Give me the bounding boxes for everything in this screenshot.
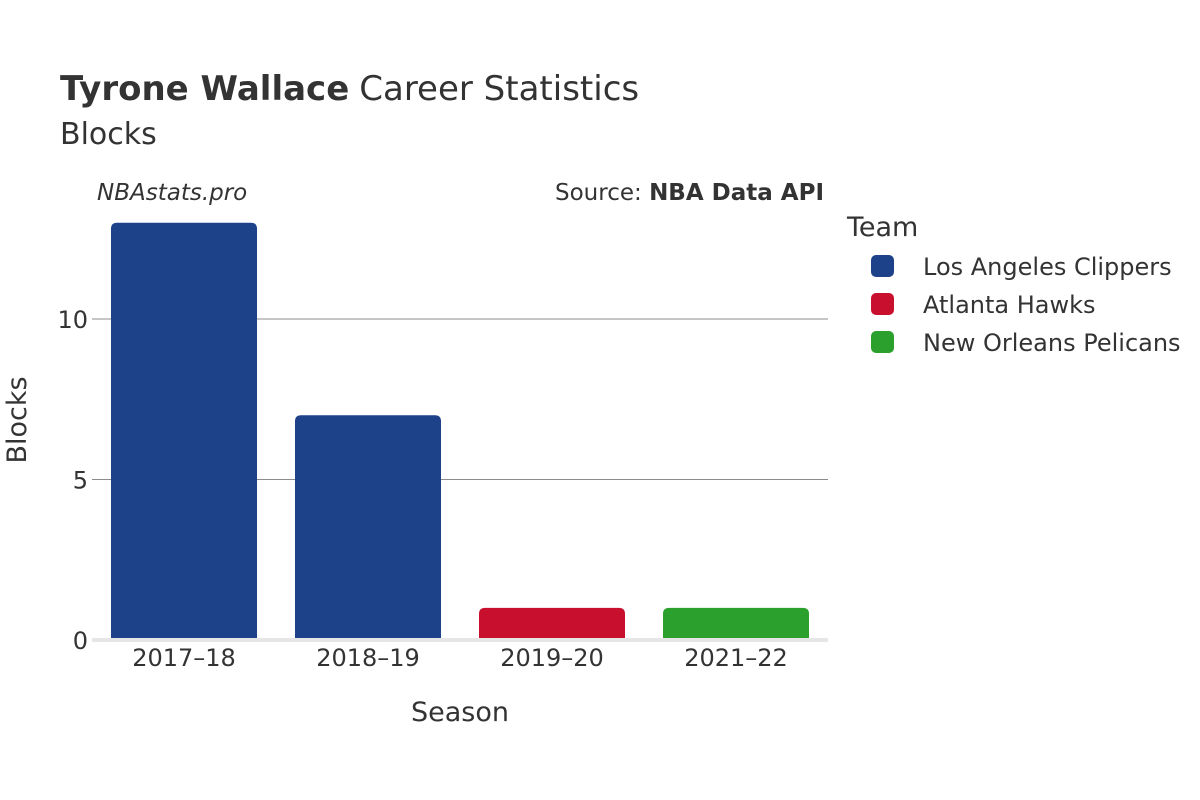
chart-subtitle: Blocks: [60, 117, 157, 152]
legend-item[interactable]: Los Angeles Clippers: [871, 253, 1172, 281]
legend-swatch: [871, 331, 894, 353]
source-name: NBA Data API: [649, 180, 824, 206]
bar[interactable]: [479, 607, 625, 640]
title-rest: Career Statistics: [359, 69, 639, 109]
x-tick-labels: 2017–18 2018–19 2019–20 2021–22: [132, 644, 788, 672]
source-prefix: Source:: [555, 180, 649, 206]
legend-item[interactable]: Atlanta Hawks: [871, 291, 1096, 319]
y-tick-label: 0: [73, 627, 88, 655]
x-axis-title: Season: [411, 697, 509, 728]
legend: Los Angeles Clippers Atlanta Hawks New Orl…: [871, 253, 1181, 357]
x-tick-label: 2017–18: [132, 644, 236, 672]
title-player-name: Tyrone Wallace: [60, 69, 349, 109]
x-tick-label: 2018–19: [316, 644, 420, 672]
source-credit: Source: NBA Data API: [555, 180, 824, 206]
legend-title: Team: [846, 212, 918, 243]
legend-label: Atlanta Hawks: [923, 291, 1096, 319]
legend-label: New Orleans Pelicans: [923, 329, 1181, 357]
y-tick-label: 5: [73, 467, 88, 495]
x-tick-label: 2021–22: [684, 644, 788, 672]
bar[interactable]: [111, 222, 257, 640]
legend-label: Los Angeles Clippers: [923, 253, 1172, 281]
chart-title: Tyrone Wallace Career Statistics: [60, 69, 639, 109]
bars: [111, 222, 809, 640]
legend-swatch: [871, 255, 894, 277]
y-tick-label: 10: [57, 306, 88, 334]
x-tick-label: 2019–20: [500, 644, 604, 672]
legend-swatch: [871, 293, 894, 315]
y-tick-labels: 0 5 10: [57, 306, 88, 655]
bar[interactable]: [663, 607, 809, 640]
y-axis-title: Blocks: [2, 376, 33, 463]
legend-item[interactable]: New Orleans Pelicans: [871, 329, 1181, 357]
watermark: NBAstats.pro: [97, 180, 247, 206]
bar[interactable]: [295, 415, 441, 640]
